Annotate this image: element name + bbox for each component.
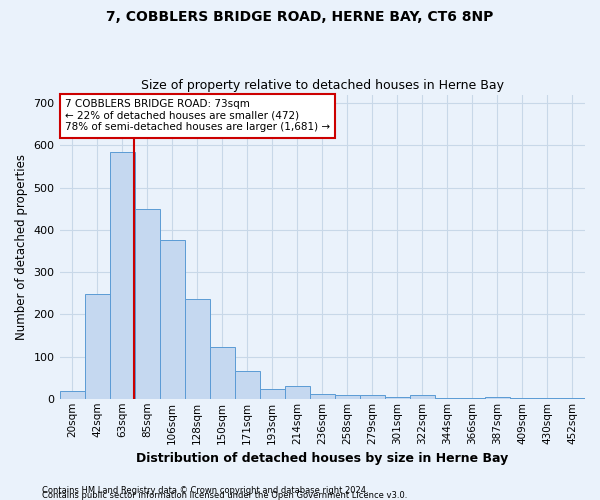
Bar [160, 240, 185, 399]
Bar [435, 398, 460, 399]
Bar [285, 386, 310, 399]
X-axis label: Distribution of detached houses by size in Herne Bay: Distribution of detached houses by size … [136, 452, 508, 465]
Bar [185, 300, 209, 399]
Bar [485, 398, 510, 399]
Text: Contains public sector information licensed under the Open Government Licence v3: Contains public sector information licen… [42, 491, 407, 500]
Bar [85, 294, 110, 399]
Bar [260, 390, 285, 399]
Bar [410, 396, 435, 399]
Bar [335, 394, 360, 399]
Bar [209, 347, 235, 399]
Bar [59, 391, 85, 399]
Text: 7, COBBLERS BRIDGE ROAD, HERNE BAY, CT6 8NP: 7, COBBLERS BRIDGE ROAD, HERNE BAY, CT6 … [106, 10, 494, 24]
Bar [235, 372, 260, 399]
Bar [310, 394, 335, 399]
Bar [460, 398, 485, 399]
Bar [134, 208, 160, 399]
Text: Contains HM Land Registry data © Crown copyright and database right 2024.: Contains HM Land Registry data © Crown c… [42, 486, 368, 495]
Y-axis label: Number of detached properties: Number of detached properties [15, 154, 28, 340]
Bar [360, 396, 385, 399]
Bar [385, 396, 410, 399]
Title: Size of property relative to detached houses in Herne Bay: Size of property relative to detached ho… [141, 79, 504, 92]
Text: 7 COBBLERS BRIDGE ROAD: 73sqm
← 22% of detached houses are smaller (472)
78% of : 7 COBBLERS BRIDGE ROAD: 73sqm ← 22% of d… [65, 99, 330, 132]
Bar [110, 152, 134, 399]
